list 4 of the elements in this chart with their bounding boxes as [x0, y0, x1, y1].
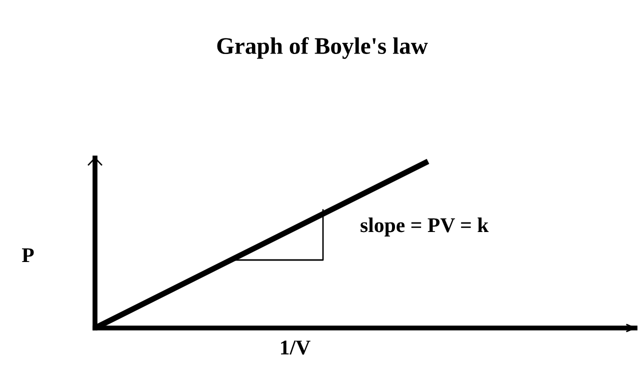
annotation: slope = PV = k — [360, 218, 489, 236]
y-axis-title: P — [22, 248, 34, 262]
chart-title: Graph of Boyle's law — [217, 37, 428, 59]
x-axis-title: 1/V — [281, 340, 310, 355]
